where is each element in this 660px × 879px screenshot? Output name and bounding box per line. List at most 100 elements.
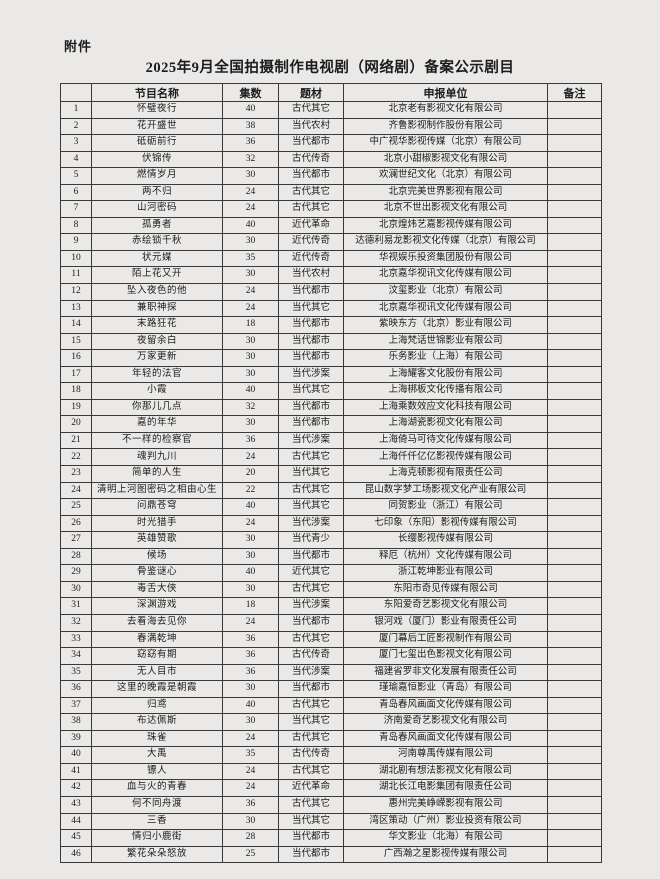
table-row: 9 赤绘锁千秋 30 近代传奇 达德利易龙影视文化传媒（北京）有限公司 [60,233,602,251]
cell-index: 36 [60,680,92,698]
table-row: 3 砥砺前行 36 当代都市 中广视华影视传媒（北京）有限公司 [60,134,602,152]
cell-episodes: 40 [222,498,279,516]
cell-note [547,183,602,202]
cell-note [547,200,602,218]
cell-company: 青岛春风画面文化传媒有限公司 [343,729,548,748]
cell-company: 东阳爱奇艺影视文化有限公司 [343,597,548,615]
cell-episodes: 25 [222,845,279,864]
cell-genre: 当代都市 [278,316,344,334]
cell-index: 14 [60,316,92,334]
cell-genre: 当代都市 [278,613,344,632]
cell-title: 伏锦传 [91,150,223,169]
cell-index: 18 [60,382,92,400]
cell-note [547,580,602,599]
cell-title: 血与火的青春 [91,779,223,797]
cell-episodes: 40 [222,101,279,119]
cell-company: 福建省罗非文化发展有限责任公司 [343,663,548,682]
table-row: 23 简单的人生 20 当代其它 上海克顿影视有限责任公司 [60,465,602,483]
cell-index: 12 [60,283,92,301]
cell-genre: 古代其它 [278,183,344,202]
cell-index: 30 [60,580,92,599]
table-row: 20 嘉的年华 30 当代都市 上海湖瓷影视文化有限公司 [60,415,602,433]
cell-note [547,696,602,715]
cell-note [547,647,602,665]
cell-genre: 近代革命 [278,216,344,235]
table-row: 35 无人目市 36 当代涉案 福建省罗非文化发展有限责任公司 [60,663,602,682]
cell-index: 27 [60,531,92,549]
cell-company: 湾区策动（广州）影业投资有限公司 [343,812,548,831]
cell-title: 何不同舟渡 [91,795,223,814]
cell-company: 上海湖瓷影视文化有限公司 [343,415,548,433]
cell-title: 你那儿几点 [91,398,223,417]
cell-title: 时光猎手 [91,514,223,533]
cell-title: 这里的晚霞是朝霞 [91,680,223,698]
cell-title: 去看海去见你 [91,613,223,632]
cell-company: 惠州完美峥嵘影视有限公司 [343,795,548,814]
cell-genre: 当代都市 [278,547,344,566]
table-row: 44 三香 30 当代其它 湾区策动（广州）影业投资有限公司 [60,812,602,831]
cell-note [547,299,602,318]
cell-company: 七印象（东阳）影视传媒有限公司 [343,514,548,533]
cell-genre: 当代都市 [278,332,344,351]
cell-episodes: 24 [222,299,279,318]
cell-index: 31 [60,597,92,615]
table-row: 12 坠入夜色的他 24 当代都市 汶玺影业（北京）有限公司 [60,283,602,301]
table-row: 17 年轻的法官 30 当代涉案 上海耀客文化股份有限公司 [60,365,602,384]
page-title: 2025年9月全国拍摄制作电视剧（网络剧）备案公示剧目 [145,60,515,76]
cell-company: 达德利易龙影视文化传媒（北京）有限公司 [343,233,548,251]
cell-title: 不一样的检察官 [91,431,223,450]
table-row: 11 陌上花又开 30 当代农村 北京嘉华视讯文化传媒有限公司 [60,266,602,285]
cell-title: 年轻的法官 [91,365,223,384]
cell-title: 三香 [91,812,223,831]
cell-title: 夜留余白 [91,332,223,351]
cell-company: 上海梵话世锦影业有限公司 [343,332,548,351]
attachment-label: 附件 [64,39,93,54]
table-row: 34 窈窈有期 36 古代传奇 厦门七玺出色影视文化有限公司 [60,647,602,665]
cell-company: 厦门幕后工匠影视制作有限公司 [343,630,548,649]
cell-episodes: 24 [222,448,279,467]
cell-note [547,514,602,533]
cell-title: 布达佩斯 [91,713,223,731]
cell-title: 归鸢 [91,696,223,715]
cell-title: 春满乾坤 [91,630,223,649]
cell-title: 赤绘锁千秋 [91,233,223,251]
cell-company: 湖北剧有想法影视文化有限公司 [343,762,548,781]
col-header-company: 申报单位 [343,83,548,102]
cell-genre: 古代其它 [278,580,344,599]
cell-title: 状元媒 [91,249,223,268]
cell-genre: 当代农村 [278,266,344,285]
cell-company: 上海梆板文化传播有限公司 [343,382,548,400]
cell-company: 青岛春风画面文化传媒有限公司 [343,696,548,715]
cell-company: 上海克顿影视有限责任公司 [343,465,548,483]
cell-episodes: 36 [222,134,279,152]
cell-genre: 当代涉案 [278,514,344,533]
cell-index: 20 [60,415,92,433]
cell-company: 北京小甜椒影视文化有限公司 [343,150,548,169]
cell-company: 华视娱乐投资集团股份有限公司 [343,249,548,268]
cell-company: 东阳市奇见传媒有限公司 [343,580,548,599]
cell-episodes: 35 [222,746,279,764]
cell-episodes: 38 [222,117,279,136]
cell-index: 42 [60,779,92,797]
cell-index: 4 [60,150,92,169]
table-row: 2 花开盛世 38 当代农村 齐鲁影视制作股份有限公司 [60,117,602,136]
cell-company: 北京嘉华视讯文化传媒有限公司 [343,299,548,318]
table-row: 25 问鼎苍穹 40 当代其它 同贺影业（浙江）有限公司 [60,498,602,516]
cell-title: 简单的人生 [91,465,223,483]
cell-company: 厦门七玺出色影视文化有限公司 [343,647,548,665]
cell-note [547,713,602,731]
cell-note [547,316,602,334]
table-row: 32 去看海去见你 24 当代都市 银河戏（厦门）影业有限责任公司 [60,613,602,632]
cell-genre: 古代其它 [278,630,344,649]
cell-genre: 当代都市 [278,283,344,301]
cell-note [547,481,602,500]
table-row: 39 珠雀 24 古代其它 青岛春风画面文化传媒有限公司 [60,729,602,748]
cell-genre: 当代都市 [278,349,344,367]
cell-index: 41 [60,762,92,781]
cell-genre: 古代其它 [278,762,344,781]
cell-index: 40 [60,746,92,764]
cell-episodes: 24 [222,779,279,797]
cell-index: 17 [60,365,92,384]
cell-title: 两不归 [91,183,223,202]
cell-index: 24 [60,481,92,500]
